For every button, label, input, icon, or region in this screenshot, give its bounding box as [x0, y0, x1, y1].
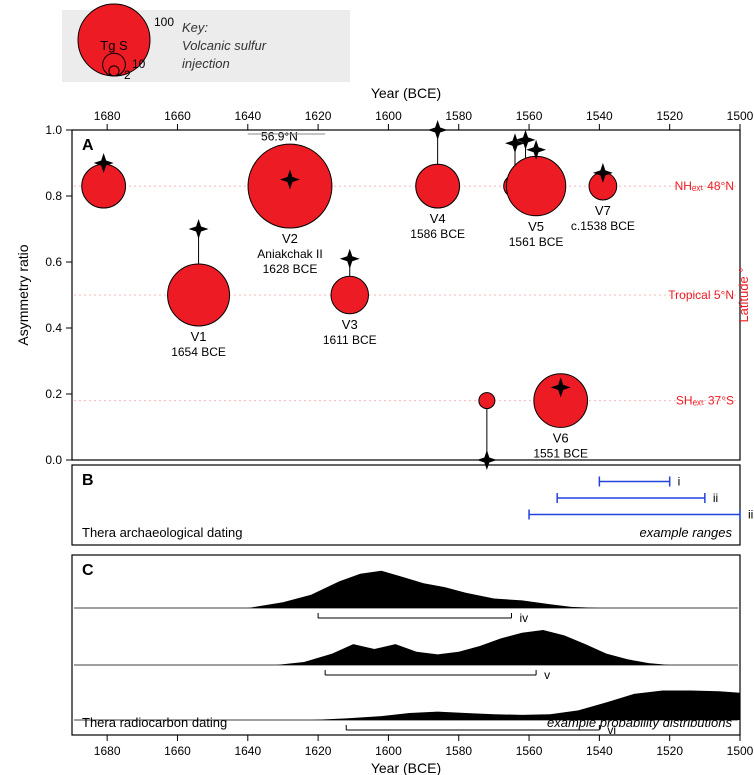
xtick-bottom-label: 1520	[656, 744, 683, 758]
ytick-label: 0.6	[45, 255, 62, 269]
ytick-label: 1.0	[45, 123, 62, 137]
xtick-bottom-label: 1540	[586, 744, 613, 758]
event-label2: c.1538 BCE	[571, 219, 635, 233]
range-tag: i	[678, 475, 681, 489]
dist-area	[311, 691, 740, 720]
xtick-top-label: 1600	[375, 109, 402, 123]
xlabel-top: Year (BCE)	[371, 85, 441, 101]
xtick-top-label: 1540	[586, 109, 613, 123]
panelC-caption: Thera radiocarbon dating	[82, 715, 227, 730]
panelA-topnote: 56.9°N	[261, 130, 298, 144]
key-tg-label: Tg S	[100, 38, 128, 53]
dist-area	[248, 571, 600, 608]
event-label: V6	[553, 430, 569, 445]
panelC-tag: C	[82, 562, 94, 579]
event-label: V3	[342, 317, 358, 332]
xtick-bottom-label: 1600	[375, 744, 402, 758]
panelB-tag: B	[82, 472, 94, 489]
key-10: 10	[132, 57, 146, 71]
xtick-top-label: 1680	[94, 109, 121, 123]
event-bubble	[416, 164, 460, 208]
panelA-rightlabel: Latitude °	[736, 267, 751, 322]
range-tag: iii	[748, 508, 754, 522]
event-label: V7	[595, 203, 611, 218]
xtick-top-label: 1580	[445, 109, 472, 123]
event-star	[516, 130, 536, 150]
xtick-top-label: 1500	[727, 109, 754, 123]
xtick-top-label: 1660	[164, 109, 191, 123]
ytick-label: 0.2	[45, 387, 62, 401]
dist-area	[276, 630, 670, 665]
event-label: V5	[528, 219, 544, 234]
event-bubble	[506, 156, 565, 215]
panelB-ilabel: example ranges	[640, 525, 733, 540]
event-label: V2	[282, 231, 298, 246]
event-bubble	[331, 276, 369, 314]
event-star	[340, 249, 360, 269]
event-label: V1	[191, 329, 207, 344]
panelA-ylabel: Asymmetry ratio	[15, 244, 31, 345]
lat-label: NHₑₓₜ 48°N	[675, 179, 734, 193]
event-label2: 1551 BCE	[533, 446, 588, 460]
dist-tag: vi	[607, 723, 616, 737]
ytick-label: 0.8	[45, 189, 62, 203]
dist-tag: iv	[519, 611, 528, 625]
xtick-bottom-label: 1680	[94, 744, 121, 758]
range-tag: ii	[713, 491, 718, 505]
key-l3: injection	[182, 56, 230, 71]
dist-tag: v	[544, 668, 550, 682]
xtick-bottom-label: 1580	[445, 744, 472, 758]
panelB-caption: Thera archaeological dating	[82, 525, 242, 540]
key-100: 100	[154, 15, 174, 29]
xtick-bottom-label: 1500	[727, 744, 754, 758]
ytick-label: 0.0	[45, 453, 62, 467]
key-2: 2	[124, 68, 131, 82]
xlabel-bottom: Year (BCE)	[371, 760, 441, 775]
key-l2: Volcanic sulfur	[182, 38, 267, 53]
panelA-tag: A	[82, 137, 94, 154]
xtick-top-label: 1640	[234, 109, 261, 123]
xtick-top-label: 1520	[656, 109, 683, 123]
event-star	[505, 133, 525, 153]
xtick-top-label: 1560	[516, 109, 543, 123]
lat-label: Tropical 5°N	[668, 288, 734, 302]
xtick-bottom-label: 1560	[516, 744, 543, 758]
key-circle	[109, 66, 119, 76]
event-label2: 1611 BCE	[323, 333, 377, 347]
event-star	[189, 219, 209, 239]
event-label2: 1586 BCE	[410, 227, 465, 241]
event-bubble	[168, 264, 230, 326]
event-star	[477, 450, 497, 470]
xtick-top-label: 1620	[305, 109, 332, 123]
ytick-label: 0.4	[45, 321, 62, 335]
xtick-bottom-label: 1620	[305, 744, 332, 758]
event-label2: Aniakchak II	[257, 247, 322, 261]
xtick-bottom-label: 1640	[234, 744, 261, 758]
event-label: V4	[430, 211, 446, 226]
lat-label: SHₑₓₜ 37°S	[676, 394, 734, 408]
event-star	[428, 120, 448, 140]
event-label2: 1654 BCE	[171, 345, 226, 359]
event-bubble	[479, 393, 495, 409]
xtick-bottom-label: 1660	[164, 744, 191, 758]
event-label3: 1628 BCE	[263, 262, 318, 276]
key-title: Key:	[182, 20, 208, 35]
event-label2: 1561 BCE	[509, 235, 564, 249]
